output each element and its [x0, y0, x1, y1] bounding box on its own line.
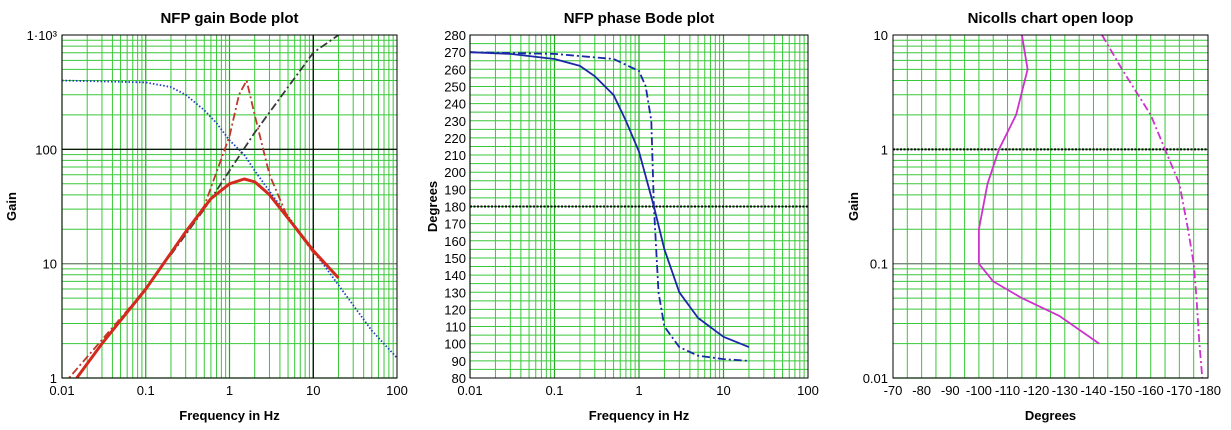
x-tick-label: -140 [1080, 383, 1106, 398]
x-tick-label: 10 [306, 383, 320, 398]
series-line-2 [470, 51, 750, 348]
chart-3: -70 -80 -90 -100 -110 -120 -130 -140 -150 -160 -17… [846, 10, 1221, 423]
y-tick-label: 220 [444, 131, 466, 146]
y-axis-label: Degrees [425, 181, 440, 232]
y-tick-label: 260 [444, 62, 466, 77]
grid [469, 34, 808, 379]
x-tick-label: -120 [1023, 383, 1049, 398]
x-tick-label: 100 [386, 383, 408, 398]
chart-1: 0.01 0.1 1 10 100 1 10 100 1·10³ NFP gain Bode pl… [4, 10, 408, 423]
x-tick-label: -170 [1166, 383, 1192, 398]
chart-2: 0.01 0.1 1 10 100809010011012013014015016017… [425, 10, 819, 423]
x-tick-label: -130 [1052, 383, 1078, 398]
x-axis-label: Frequency in Hz [179, 408, 280, 423]
plot-frame [892, 34, 1209, 379]
x-tick-label: -70 [884, 383, 903, 398]
x-tick-label: -110 [995, 383, 1020, 398]
y-tick-label: 170 [444, 217, 466, 232]
x-tick-label: -100 [966, 383, 992, 398]
y-tick-label: 1 [50, 371, 57, 386]
series-line-2 [170, 35, 340, 256]
x-tick-label: -160 [1138, 383, 1164, 398]
y-tick-label: 90 [452, 354, 466, 369]
x-tick-label: 0.1 [137, 383, 155, 398]
x-tick-label: -180 [1195, 383, 1221, 398]
y-tick-label: 0.01 [863, 371, 888, 386]
x-tick-label: 1 [635, 383, 642, 398]
series-line-4 [75, 177, 340, 378]
y-tick-label: 10 [43, 257, 57, 272]
plot-frame [469, 34, 809, 379]
x-tick-label: -90 [941, 383, 960, 398]
y-tick-label: 230 [444, 114, 466, 129]
y-tick-label: 190 [444, 182, 466, 197]
y-tick-label: 150 [444, 251, 466, 266]
grid [61, 35, 397, 379]
y-tick-label: 100 [35, 142, 57, 157]
y-tick-label: 210 [444, 148, 466, 163]
chart-title: NFP phase Bode plot [564, 10, 715, 27]
x-axis-label: Degrees [1025, 408, 1076, 423]
y-tick-label: 140 [444, 268, 466, 283]
y-tick-label: 240 [444, 97, 466, 112]
y-tick-label: 250 [444, 79, 466, 94]
x-axis-label: Frequency in Hz [589, 408, 690, 423]
chart-title: Nicolls chart open loop [968, 10, 1134, 27]
x-tick-label: 0.1 [545, 383, 563, 398]
series-line-1 [62, 79, 397, 359]
y-tick-label: 270 [444, 45, 466, 60]
y-tick-label: 110 [445, 320, 466, 335]
x-tick-label: -150 [1109, 383, 1135, 398]
series-line-2 [1101, 35, 1204, 378]
x-tick-label: -80 [912, 383, 931, 398]
x-tick-label: 0.01 [457, 383, 482, 398]
y-tick-label: 180 [444, 200, 466, 215]
y-tick-label: 80 [452, 371, 466, 386]
y-tick-label: 1 [881, 142, 888, 157]
x-tick-label: 10 [716, 383, 730, 398]
y-tick-label: 160 [444, 234, 466, 249]
y-tick-label: 120 [444, 302, 466, 317]
x-tick-label: 1 [226, 383, 233, 398]
y-tick-label: 10 [874, 28, 888, 43]
y-axis-label: Gain [4, 192, 19, 221]
y-tick-label: 130 [444, 285, 466, 300]
y-axis-label: Gain [846, 192, 861, 221]
y-tick-label: 100 [444, 337, 466, 352]
x-tick-label: 0.01 [49, 383, 74, 398]
series-line-1 [978, 35, 1100, 345]
y-tick-label: 0.1 [870, 257, 888, 272]
y-tick-label: 1·10³ [27, 28, 58, 43]
y-tick-label: 200 [444, 165, 466, 180]
y-tick-label: 280 [444, 28, 466, 43]
plot-frame [61, 34, 398, 379]
x-tick-label: 100 [797, 383, 819, 398]
chart-title: NFP gain Bode plot [160, 10, 298, 27]
